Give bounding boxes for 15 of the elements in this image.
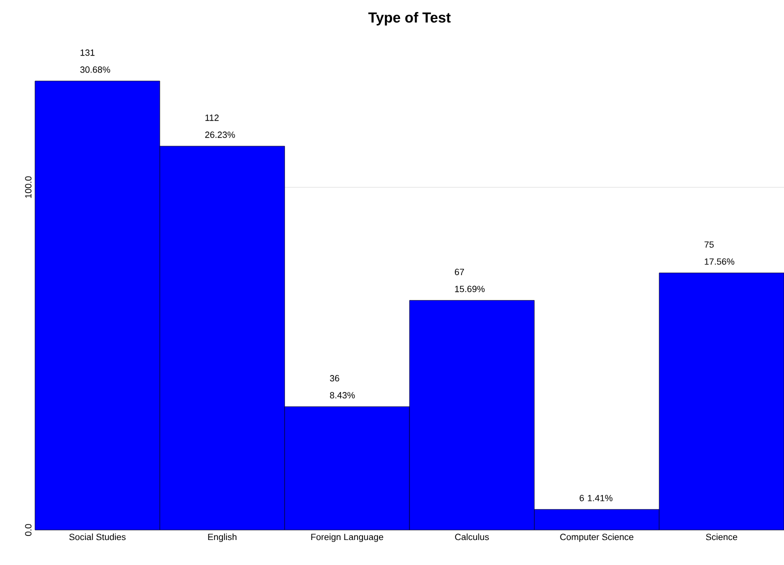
data-label: 6 1.41%: [580, 494, 612, 502]
data-label: 36 8.43%: [330, 375, 355, 398]
y-tick-label: 100.0: [25, 176, 32, 198]
data-label: 67 15.69%: [454, 268, 485, 292]
data-label: 112 26.23%: [205, 114, 235, 138]
x-tick-label: Science: [706, 534, 738, 540]
x-tick-label: Foreign Language: [311, 534, 384, 542]
x-tick-label: Calculus: [455, 534, 489, 540]
data-label: 131 30.68%: [80, 49, 110, 73]
x-tick-label: Computer Science: [560, 534, 634, 542]
chart-title: Type of Test: [368, 12, 451, 26]
y-tick-label: 0.0: [25, 524, 32, 536]
data-label: 75 17.56%: [704, 241, 734, 265]
x-tick-label: English: [208, 534, 236, 542]
x-tick-label: Social Studies: [69, 534, 126, 540]
